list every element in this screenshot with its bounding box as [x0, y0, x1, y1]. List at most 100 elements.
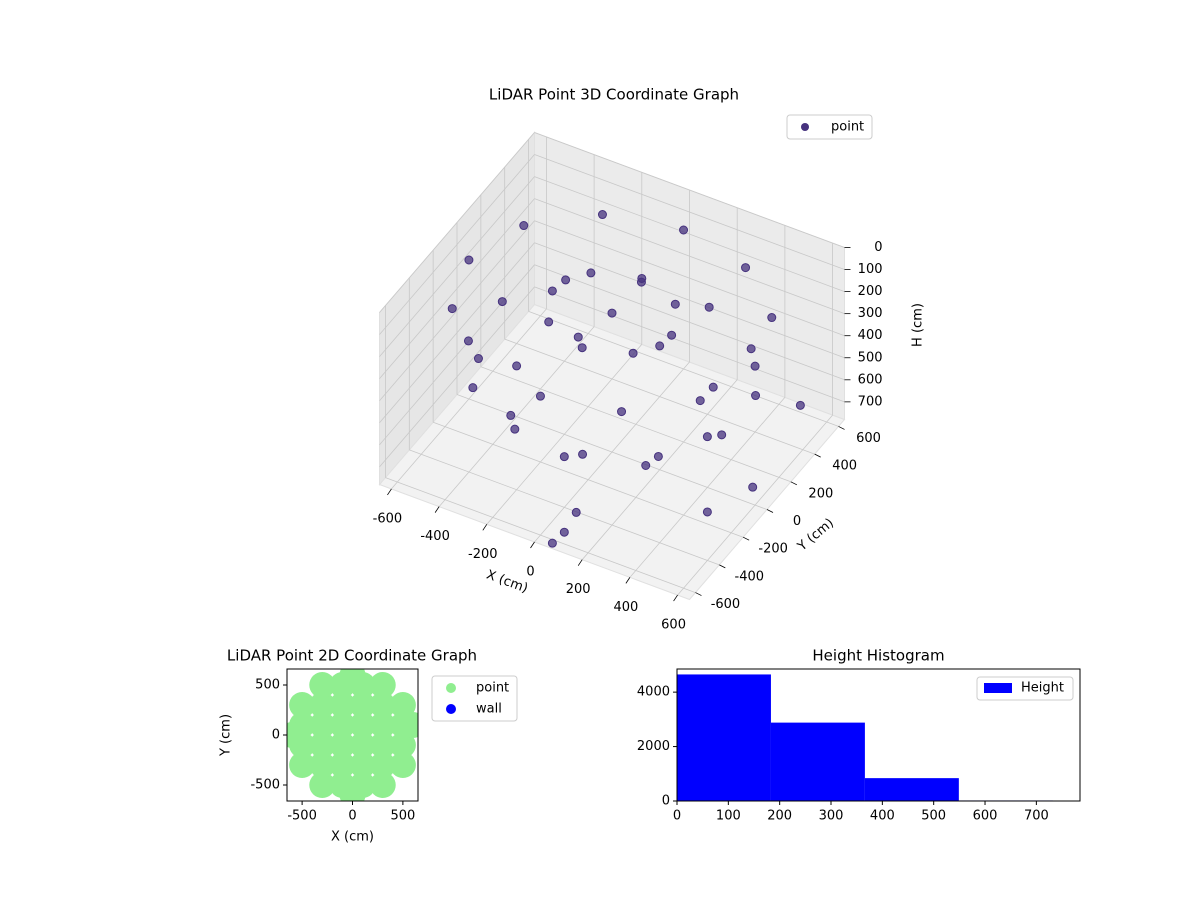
point	[670, 299, 680, 309]
grid-line	[409, 449, 720, 566]
y-tick-label: -200	[758, 542, 788, 557]
point	[309, 712, 336, 738]
x-tick-label: 600	[661, 618, 686, 633]
x-tick-label: 0	[526, 565, 534, 580]
grid-line	[379, 132, 535, 313]
point	[667, 330, 677, 340]
tick-mark	[577, 559, 583, 566]
y-tick-label: -500	[250, 778, 280, 793]
x-tick-label: 600	[973, 809, 998, 824]
z-axis-label: H (cm)	[911, 303, 926, 347]
tick-mark	[838, 426, 845, 430]
point	[369, 752, 396, 778]
grid-line	[534, 220, 845, 337]
point	[349, 692, 376, 718]
axes-hist: Height 0 100 200 300 400 500 600 700 0 2000 4000 Hei…	[637, 647, 1081, 824]
y-tick-label: 600	[856, 431, 881, 446]
y-tick-label: 200	[808, 486, 833, 501]
point	[463, 336, 473, 346]
legend-label: Height	[1021, 681, 1064, 696]
point	[369, 692, 396, 718]
legend-marker	[446, 683, 456, 693]
tick-mark	[387, 488, 392, 496]
y-tick-label: 500	[255, 678, 280, 693]
y-tick-label: -400	[735, 569, 765, 584]
tick-mark	[434, 506, 440, 513]
legend-box	[786, 114, 873, 140]
grid-line	[379, 220, 535, 401]
x-tick-label: 700	[1024, 809, 1049, 824]
y-axis-label: Y (cm)	[219, 714, 234, 757]
x-tick-label: -500	[287, 809, 317, 824]
point	[653, 451, 663, 461]
chart-title: LiDAR Point 3D Coordinate Graph	[489, 86, 739, 104]
point	[637, 273, 647, 283]
x-tick-label: 100	[716, 809, 741, 824]
chart-title: Height Histogram	[812, 647, 944, 665]
point	[708, 382, 718, 392]
x-tick-label: -400	[420, 529, 450, 544]
legend-marker	[801, 123, 809, 131]
grid-line	[534, 198, 845, 315]
point	[544, 317, 554, 327]
point	[309, 692, 336, 718]
point	[369, 772, 396, 798]
grid-line	[379, 264, 535, 446]
point	[369, 712, 396, 738]
z-tick-label: 100	[858, 262, 883, 277]
grid-line	[528, 311, 839, 427]
point	[586, 268, 596, 278]
plot-area	[677, 674, 1080, 801]
point	[369, 672, 396, 698]
tick-mark	[719, 564, 726, 569]
point	[702, 507, 712, 517]
point	[704, 302, 714, 312]
tick-mark	[695, 592, 702, 596]
z-tick-label: 200	[858, 284, 883, 299]
point	[795, 400, 805, 410]
axes-3d: -600 -400 -200 0 200 400 600 -600 -400 -200 0 200 40…	[373, 86, 926, 633]
point	[641, 461, 651, 471]
grid-line	[379, 198, 535, 379]
tick-mark	[742, 536, 750, 541]
point	[447, 304, 457, 314]
x-tick-label: 0	[673, 809, 681, 824]
grid-line	[379, 286, 535, 468]
point	[510, 424, 520, 434]
point	[389, 692, 416, 718]
point	[767, 313, 777, 323]
point	[329, 692, 356, 718]
point	[571, 507, 581, 517]
legend-marker	[446, 704, 456, 714]
point	[702, 432, 712, 442]
point	[506, 410, 516, 420]
point	[559, 527, 569, 537]
point	[512, 361, 522, 371]
point	[399, 712, 418, 738]
point	[339, 669, 366, 688]
z-tick-label: 0	[874, 240, 882, 255]
point	[369, 732, 396, 758]
point	[561, 275, 571, 285]
point	[329, 712, 356, 738]
x-tick-label: 400	[870, 809, 895, 824]
point	[464, 255, 474, 265]
point	[309, 752, 336, 778]
z-tick-label: 600	[858, 372, 883, 387]
axes-2d: point wall -500 0 500 -500 0 500 X (cm) Y (cm) LiD…	[219, 647, 518, 845]
x-tick-label: 0	[348, 809, 356, 824]
point	[309, 772, 336, 798]
point	[468, 383, 478, 393]
point	[573, 332, 583, 342]
grid-line	[385, 477, 696, 593]
point	[329, 752, 356, 778]
point	[578, 449, 588, 459]
y-tick-label: 0	[793, 514, 801, 529]
x-tick-label: 500	[921, 809, 946, 824]
point	[287, 722, 306, 748]
legend-box	[431, 675, 518, 722]
z-tick-label: 700	[858, 394, 883, 409]
legend-label: point	[476, 681, 509, 696]
bar	[770, 722, 865, 801]
y-tick-label: 0	[272, 728, 280, 743]
